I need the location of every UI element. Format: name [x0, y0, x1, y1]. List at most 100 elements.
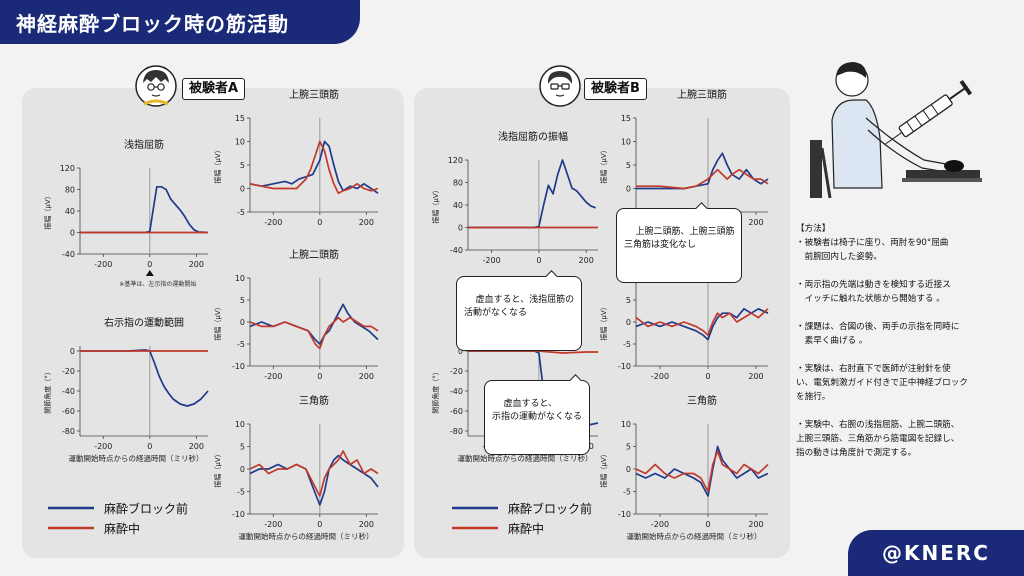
- x-tick-label: 0: [147, 260, 152, 269]
- chart-0: 浅指屈筋 -40 0 40 80 120 -200 0 200 振幅（μV） ※基準は、左示指の運動…: [43, 138, 209, 288]
- x-tick-label: 200: [359, 372, 374, 381]
- y-tick-label: 120: [448, 156, 463, 165]
- y-tick-label: 80: [453, 179, 463, 188]
- chart-title: 三角筋: [687, 394, 717, 407]
- legend-b-before-label: 麻酔ブロック前: [508, 502, 593, 516]
- x-tick-label: 200: [748, 218, 763, 227]
- y-tick-label: -10: [232, 362, 245, 371]
- y-tick-label: -40: [450, 387, 463, 396]
- y-tick-label: 15: [621, 114, 631, 123]
- series-line-during: [636, 168, 769, 190]
- x-tick-label: 0: [705, 520, 710, 529]
- y-axis-label: 振幅（μV）: [213, 303, 222, 340]
- chart-5: 浅指屈筋の振幅 -40 0 40 80 120 -200 0 200 振幅（μV）: [431, 130, 598, 265]
- y-tick-label: -40: [450, 246, 463, 255]
- y-axis-label: 振幅（μV）: [213, 146, 222, 183]
- y-tick-label: -40: [62, 250, 75, 259]
- x-tick-label: -200: [264, 218, 282, 227]
- series-line-before: [635, 307, 769, 341]
- x-tick-label: -200: [94, 442, 112, 451]
- y-tick-label: 0: [240, 465, 245, 474]
- y-tick-label: -5: [623, 340, 631, 349]
- y-axis-label: 振幅（μV）: [599, 303, 608, 340]
- x-tick-label: -200: [94, 260, 112, 269]
- y-tick-label: 10: [235, 138, 245, 147]
- x-tick-label: 200: [748, 372, 763, 381]
- y-tick-label: -80: [450, 427, 463, 436]
- series-line-before: [80, 185, 209, 234]
- callout-b-rom: 虚血すると、 示指の運動がなくなる: [484, 374, 591, 455]
- x-tick-label: 0: [147, 442, 152, 451]
- subject-b-label: 被験者B: [584, 78, 647, 100]
- y-tick-label: -60: [450, 407, 463, 416]
- x-tick-label: -200: [264, 372, 282, 381]
- y-tick-label: -5: [237, 208, 245, 217]
- x-tick-label: 0: [317, 372, 322, 381]
- chart-9: 三角筋 -10 -5 0 5 10 -200 0 200 振幅（μV） 運動開始時点からの経過時間（…: [599, 394, 769, 541]
- y-tick-label: 0: [458, 347, 463, 356]
- y-tick-label: 5: [626, 443, 631, 452]
- method-line: 上腕三頭筋、三角筋から筋電図を記録し、: [796, 434, 960, 444]
- x-tick-label: 0: [317, 218, 322, 227]
- callout-b-triceps-text: 上腕二頭筋、上腕三頭筋 三角筋は変化なし: [624, 227, 735, 250]
- method-line: ・課題は、合図の後、両手の示指を同時に: [796, 322, 960, 332]
- y-tick-label: 5: [240, 161, 245, 170]
- method-line: を施行。: [796, 392, 831, 402]
- chart-title: 上腕二頭筋: [289, 248, 339, 261]
- series-line-before: [468, 159, 596, 229]
- method-line: 素早く曲げる 。: [796, 336, 868, 346]
- subject-a-panel: [22, 88, 404, 558]
- y-tick-label: 10: [621, 138, 631, 147]
- series-line-before: [635, 445, 769, 497]
- x-tick-label: 200: [359, 218, 374, 227]
- x-axis-label: 運動開始時点からの経過時間（ミリ秒）: [239, 531, 374, 541]
- y-tick-label: -5: [623, 488, 631, 497]
- method-line: 前腕回内した姿勢。: [796, 252, 882, 262]
- y-tick-label: 5: [626, 161, 631, 170]
- y-tick-label: 5: [626, 296, 631, 305]
- x-tick-label: 200: [359, 520, 374, 529]
- y-tick-label: -10: [618, 510, 631, 519]
- chart-title: 右示指の運動範囲: [104, 316, 184, 329]
- y-tick-label: 80: [65, 186, 75, 195]
- y-tick-label: 10: [621, 420, 631, 429]
- series-line-during: [635, 450, 769, 493]
- series-line-during: [468, 350, 598, 354]
- y-tick-label: 0: [70, 229, 75, 238]
- chart-title: 三角筋: [299, 394, 329, 407]
- y-axis-label: 振幅（μV）: [431, 186, 440, 223]
- y-axis-label: 振幅（μV）: [599, 146, 608, 183]
- series-line-before: [249, 303, 379, 345]
- x-axis-label: 運動開始時点からの経過時間（ミリ秒）: [69, 453, 204, 463]
- method-line: [796, 264, 1014, 278]
- method-line: ・実験は、右肘直下で医師が注射針を使: [796, 364, 951, 374]
- method-line: イッチに触れた状態から開始する 。: [796, 294, 945, 304]
- y-tick-label: 0: [458, 224, 463, 233]
- x-tick-label: 0: [317, 520, 322, 529]
- method-line: [796, 348, 1014, 362]
- legend-during-label: 麻酔中: [104, 522, 141, 536]
- callout-b-fds: 虚血すると、浅指屈筋の 活動がなくなる: [456, 270, 583, 351]
- y-tick-label: -40: [62, 387, 75, 396]
- legend-b: [452, 506, 498, 530]
- method-line: ・実験中、右腕の浅指屈筋、上腕二頭筋、: [796, 420, 960, 430]
- method-heading: 【方法】: [796, 224, 831, 234]
- y-tick-label: 0: [626, 185, 631, 194]
- x-tick-label: 200: [189, 260, 204, 269]
- title-bar: 神経麻酔ブロック時の筋活動: [0, 0, 360, 44]
- chart-title: 浅指屈筋: [124, 138, 164, 151]
- chart-4: 三角筋 -10 -5 0 5 10 -200 0 200 振幅（μV） 運動開始時点からの経過時間（…: [213, 394, 379, 541]
- y-tick-label: 120: [60, 164, 75, 173]
- y-axis-label: 関節角度（°）: [431, 368, 440, 414]
- subject-a-avatar-icon: [135, 65, 177, 107]
- y-tick-label: -20: [450, 367, 463, 376]
- y-tick-label: 0: [240, 318, 245, 327]
- callout-b-rom-text: 虚血すると、 示指の運動がなくなる: [492, 399, 583, 422]
- method-section: 【方法】 ・被験者は椅子に座り、両肘を90°屈曲 前腕回内した姿勢。 ・両示指の…: [796, 222, 1014, 460]
- x-tick-label: 0: [536, 256, 541, 265]
- y-tick-label: -5: [237, 340, 245, 349]
- x-axis-label: 運動開始時点からの経過時間（ミリ秒）: [627, 531, 762, 541]
- y-tick-label: 5: [240, 443, 245, 452]
- x-tick-label: -200: [651, 372, 669, 381]
